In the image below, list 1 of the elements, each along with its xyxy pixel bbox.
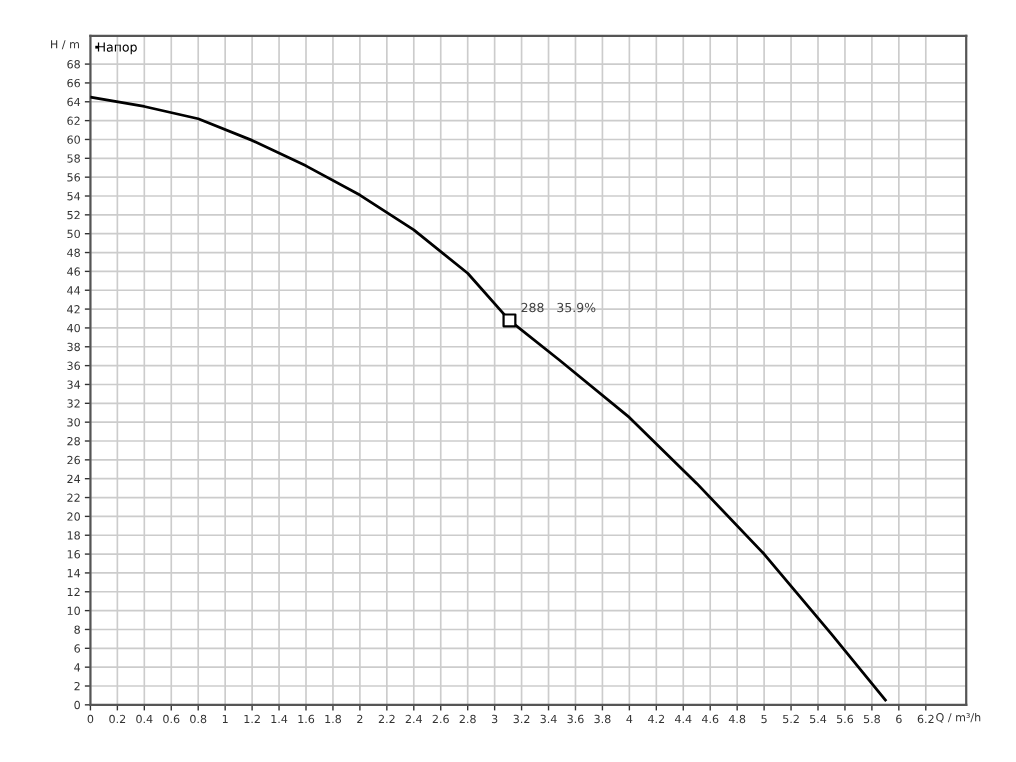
line-series <box>90 95 887 702</box>
